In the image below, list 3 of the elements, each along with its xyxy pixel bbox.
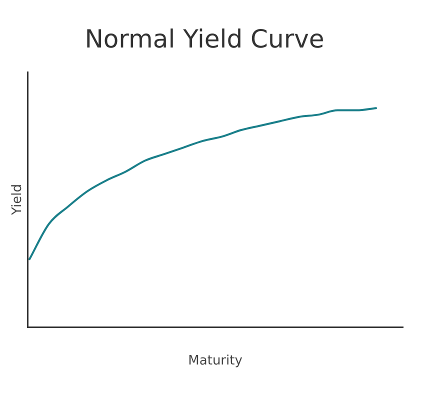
x-axis-title: Maturity — [188, 354, 243, 369]
chart-title: Normal Yield Curve — [84, 24, 324, 54]
y-axis-title: Yield — [10, 184, 26, 216]
